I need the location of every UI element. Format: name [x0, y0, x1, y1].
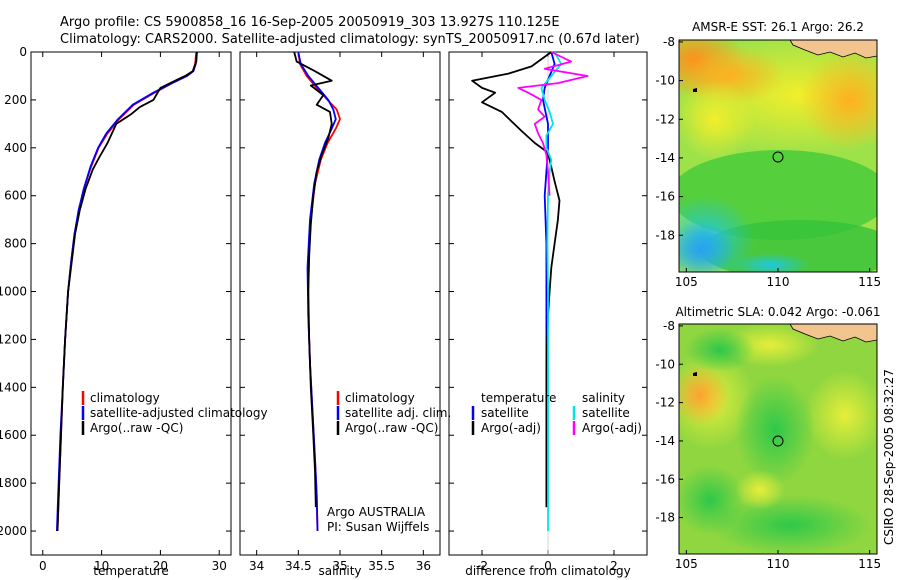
- sst-land-java: [789, 40, 877, 59]
- sst-cyan-center: [730, 253, 810, 272]
- map-y-tick-label: -8: [663, 319, 675, 333]
- institution-label: Argo AUSTRALIA: [327, 505, 426, 519]
- series-line-salinity-satellite: [540, 51, 563, 531]
- map-y-tick-label: -12: [655, 396, 675, 410]
- map-y-tick-label: -16: [655, 472, 675, 486]
- map-y-tick-label: -18: [655, 228, 675, 242]
- y-tick-label: 1000: [0, 285, 27, 299]
- y-tick-label: 0: [19, 45, 27, 59]
- map-y-tick-label: -10: [655, 74, 675, 88]
- timestamp: CSIRO 28-Sep-2005 08:32:27: [882, 369, 896, 545]
- map-x-tick-label: 115: [858, 557, 881, 571]
- sla-green-center: [735, 375, 815, 485]
- temperature-panel: 0 10 20 30 0 200 400 600 800 1000 1200 1400 1600 1800…: [0, 45, 232, 578]
- sla-island: [693, 372, 697, 376]
- series-line-argo-raw-qc-: [293, 51, 333, 508]
- map-y-tick-label: -12: [655, 112, 675, 126]
- sst-map-image: [679, 40, 877, 272]
- x-tick-label: 35: [332, 559, 347, 573]
- map-x-tick-label: 115: [858, 275, 881, 289]
- x-tick-label: 34: [249, 559, 264, 573]
- legend-label-satellite: satellite-adjusted climatology: [90, 406, 268, 420]
- y-tick-label: 1400: [0, 380, 27, 394]
- sla-green-north: [685, 328, 755, 372]
- sst-island: [693, 88, 697, 92]
- sst-map-title: AMSR-E SST: 26.1 Argo: 26.2: [692, 20, 864, 34]
- x-tick-label: 34.5: [285, 559, 312, 573]
- map-y-tick-label: -16: [655, 190, 675, 204]
- x-tick-label: 35.5: [368, 559, 395, 573]
- sst-argo-marker: [772, 151, 784, 163]
- y-tick-label: 1600: [0, 428, 27, 442]
- legend-label-sal-satellite: satellite: [582, 406, 630, 420]
- salinity-legend: climatology satellite adj. clim. Argo(..…: [327, 391, 451, 534]
- plot-frame: [30, 51, 232, 556]
- sla-yellow-east: [805, 370, 877, 460]
- map-y-tick-label: -14: [655, 434, 675, 448]
- legend-label-argo: Argo(..raw -QC): [90, 421, 183, 435]
- sla-map-image: [679, 324, 877, 554]
- difference-legend: temperature satellite Argo(-adj) salinit…: [471, 391, 642, 435]
- sla-land-java: [789, 324, 877, 343]
- x-tick-label: 20: [153, 559, 168, 573]
- x-tick-label: 2: [610, 559, 618, 573]
- map-y-tick-label: -8: [663, 35, 675, 49]
- sla-green-south: [710, 495, 870, 554]
- series-line-salinity-argo-adj-: [517, 51, 589, 196]
- map-y-tick-label: -10: [655, 357, 675, 371]
- x-tick-label: 30: [212, 559, 227, 573]
- legend-label-temp-argo: Argo(-adj): [481, 421, 541, 435]
- x-tick-label: 10: [94, 559, 109, 573]
- legend-label-argo: Argo(..raw -QC): [345, 421, 438, 435]
- sla-yellow-south: [735, 470, 785, 510]
- x-tick-label: 0: [544, 559, 552, 573]
- legend-heading-temperature: temperature: [481, 391, 556, 405]
- pi-label: PI: Susan Wijffels: [327, 520, 429, 534]
- x-tick-label: -2: [476, 559, 488, 573]
- map-x-tick-label: 110: [767, 275, 790, 289]
- sst-map-axes: 105 110 115 -8 -10 -12 -14 -16 -18: [655, 35, 881, 289]
- sla-orange-west: [679, 365, 728, 425]
- x-tick-label: 0: [39, 559, 47, 573]
- sst-yellow-west: [679, 80, 755, 160]
- y-tick-label: 200: [4, 93, 27, 107]
- figure-title-line1: Argo profile: CS 5900858_16 16-Sep-2005 …: [60, 15, 560, 30]
- map-x-tick-label: 105: [675, 275, 698, 289]
- y-tick-label: 600: [4, 189, 27, 203]
- map-x-tick-label: 110: [767, 557, 790, 571]
- sst-warm-band-east: [800, 50, 877, 150]
- sla-green-southwest: [679, 465, 745, 535]
- sla-map-title: Altimetric SLA: 0.042 Argo: -0.061: [675, 305, 880, 319]
- y-tick-label: 1800: [0, 476, 27, 490]
- temperature-legend: climatology satellite-adjusted climatolo…: [81, 391, 268, 435]
- sla-map-axes: 105 110 115 -8 -10 -12 -14 -16 -18: [655, 319, 881, 571]
- y-tick-label: 400: [4, 141, 27, 155]
- x-axis-label: salinity: [318, 564, 361, 578]
- sst-blue-southwest: [679, 222, 735, 272]
- figure-title-line2: Climatology: CARS2000. Satellite-adjuste…: [60, 32, 640, 47]
- sla-argo-marker: [772, 435, 784, 447]
- legend-label-temp-satellite: satellite: [481, 406, 529, 420]
- x-tick-label: 36: [416, 559, 431, 573]
- legend-label-sal-argo: Argo(-adj): [582, 421, 642, 435]
- y-tick-label: 2000: [0, 524, 27, 538]
- map-y-tick-label: -14: [655, 151, 675, 165]
- map-x-tick-label: 105: [675, 557, 698, 571]
- legend-heading-salinity: salinity: [582, 391, 625, 405]
- legend-label-climatology: climatology: [345, 391, 415, 405]
- y-tick-label: 800: [4, 237, 27, 251]
- map-y-tick-label: -18: [655, 511, 675, 525]
- plot-frame: [239, 51, 441, 556]
- legend-label-climatology: climatology: [90, 391, 160, 405]
- x-axis-label: temperature: [93, 564, 168, 578]
- x-axis-label: difference from climatology: [465, 564, 631, 578]
- series-line-argo-raw-qc-: [56, 51, 198, 532]
- legend-label-satellite: satellite adj. clim.: [345, 406, 451, 420]
- salinity-panel: 34 34.5 35 35.5 36 salinity: [239, 51, 441, 578]
- y-tick-label: 1200: [0, 332, 27, 346]
